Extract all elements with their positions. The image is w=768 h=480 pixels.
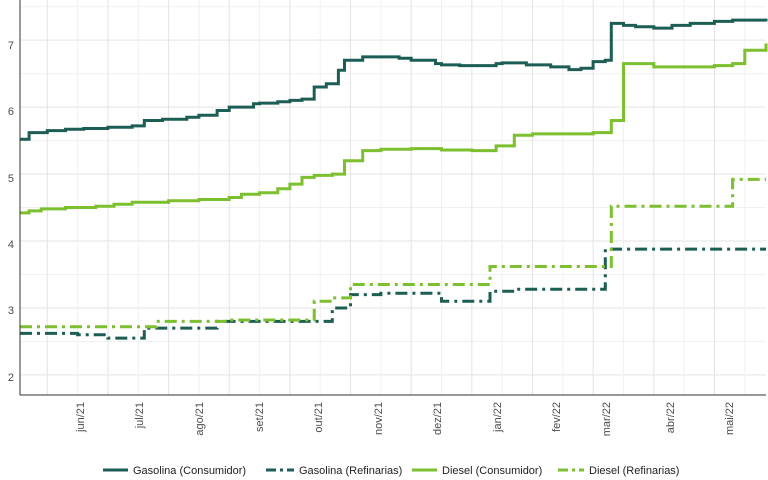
series-line-gasolina-refinarias [20,247,766,340]
legend: Gasolina (Consumidor) Gasolina (Refinari… [103,465,679,477]
series-line-gasolina-consumidor [20,18,768,141]
legend-label-diesel-consumidor: Diesel (Consumidor) [442,465,542,477]
legend-item-gasolina-consumidor: Gasolina (Consumidor) [103,465,246,477]
legend-item-diesel-refinarias: Diesel (Refinarias) [558,465,679,477]
y-tick-label: 4 [8,239,14,251]
series-layer [20,18,768,340]
x-tick-label: mar/22 [601,402,613,436]
legend-item-gasolina-refinarias: Gasolina (Refinarias) [266,465,402,477]
x-tick-labels: jun/21 jul/21 ago/21 set/21 out/21 nov/2… [75,402,736,436]
legend-label-gasolina-refinarias: Gasolina (Refinarias) [299,465,402,477]
y-tick-label: 2 [8,372,14,384]
x-tick-label: ago/21 [194,402,206,436]
series-line-diesel-consumidor [20,43,768,215]
y-tick-labels: 2 3 4 5 6 7 [8,40,14,384]
x-tick-label: fev/22 [551,402,563,432]
x-tick-label: set/21 [254,402,266,432]
legend-label-gasolina-consumidor: Gasolina (Consumidor) [133,465,246,477]
legend-label-diesel-refinarias: Diesel (Refinarias) [589,465,679,477]
y-tick-label: 3 [8,305,14,317]
legend-item-diesel-consumidor: Diesel (Consumidor) [412,465,542,477]
x-tick-label: jul/21 [134,402,146,429]
axis-layer [19,0,766,396]
y-tick-label: 7 [8,40,14,52]
x-tick-label: jan/22 [492,402,504,433]
grid-layer [20,0,766,395]
x-tick-label: nov/21 [373,402,385,435]
x-tick-label: dez/21 [432,402,444,435]
y-tick-label: 6 [8,106,14,118]
y-tick-label: 5 [8,173,14,185]
x-tick-label: abr/22 [665,402,677,433]
x-tick-label: out/21 [313,402,325,433]
x-tick-label: mai/22 [724,402,736,435]
x-tick-label: jun/21 [75,402,87,433]
series-line-diesel-refinarias [20,177,766,329]
